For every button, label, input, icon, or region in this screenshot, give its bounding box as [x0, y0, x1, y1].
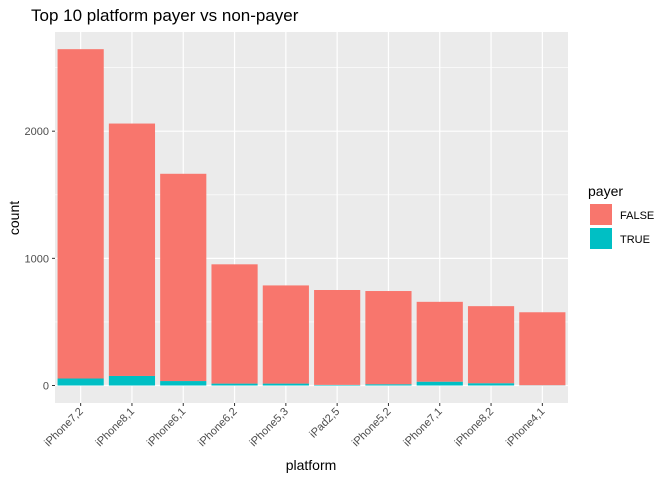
x-tick-label: iPhone5,3 — [247, 406, 291, 450]
bar-true — [365, 384, 412, 386]
y-axis-title: count — [6, 201, 22, 235]
bar-true — [314, 384, 361, 386]
y-axis: 0 1000 2000 — [25, 126, 55, 393]
x-tick-label: iPhone8,1 — [94, 406, 138, 450]
bar-true — [160, 381, 207, 386]
y-tick-label: 0 — [43, 381, 49, 393]
x-tick-label: iPhone8,2 — [453, 406, 497, 450]
bar-true — [467, 383, 515, 386]
bar-false — [416, 301, 463, 382]
bar-true — [416, 381, 463, 386]
legend-label: FALSE — [620, 210, 654, 222]
legend-title: payer — [588, 183, 623, 199]
bar-true — [211, 383, 258, 386]
bar-false — [57, 49, 104, 379]
bar-false — [108, 123, 156, 376]
x-tick-label: iPhone7,1 — [401, 406, 445, 450]
x-tick-label: iPhone7,2 — [42, 406, 86, 450]
bar-false — [519, 312, 566, 386]
bars — [57, 49, 566, 386]
bar-false — [211, 264, 258, 384]
x-tick-label: iPad2,5 — [307, 406, 342, 441]
legend-key-false — [590, 204, 612, 225]
legend-label: TRUE — [620, 234, 650, 246]
bar-true — [262, 383, 309, 386]
x-axis-title: platform — [286, 457, 337, 473]
chart-title: Top 10 platform payer vs non-payer — [31, 6, 299, 25]
bar-true — [57, 378, 104, 386]
x-axis: iPhone7,2 iPhone8,1 iPhone6,1 iPhone6,2 iPho… — [42, 403, 547, 449]
bar-false — [314, 290, 361, 385]
legend: payer FALSE TRUE — [588, 183, 654, 249]
x-tick-label: iPhone6,1 — [145, 406, 189, 450]
bar-false — [160, 173, 207, 382]
bar-true — [108, 375, 156, 386]
x-tick-label: iPhone5,2 — [350, 406, 394, 450]
bar-false — [365, 291, 412, 385]
legend-key-true — [590, 228, 612, 249]
y-tick-label: 2000 — [25, 126, 49, 138]
x-tick-label: iPhone6,2 — [196, 406, 240, 450]
x-tick-label: iPhone4,1 — [504, 406, 548, 450]
bar-false — [262, 285, 309, 384]
bar-false — [467, 306, 515, 384]
y-tick-label: 1000 — [25, 253, 49, 265]
